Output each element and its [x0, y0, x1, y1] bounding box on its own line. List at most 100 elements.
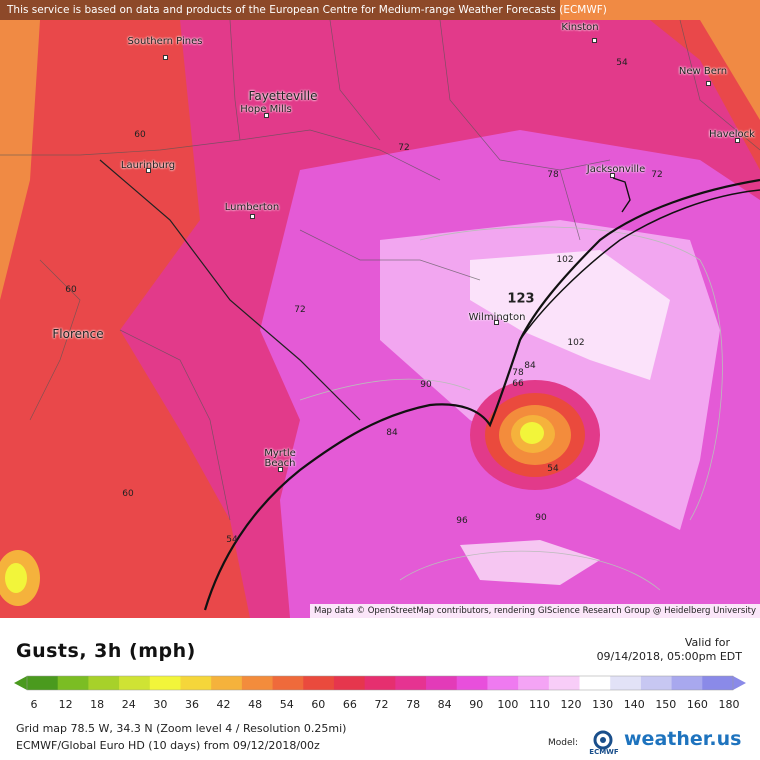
scale-swatch — [671, 676, 703, 690]
scale-swatch — [57, 676, 89, 690]
contour-label: 60 — [122, 489, 134, 499]
model-label: Model: — [548, 738, 579, 748]
scale-arrow-left — [14, 676, 27, 690]
city-label: Fayetteville — [248, 89, 318, 103]
contour-label: 78 — [512, 368, 524, 378]
contour-label: 90 — [535, 513, 547, 523]
city-label: Hope Mills — [240, 104, 292, 115]
scale-swatch — [333, 676, 366, 690]
city-label: Havelock — [709, 129, 755, 140]
city-marker — [163, 55, 168, 60]
eye-ring-30 — [520, 422, 544, 444]
weather-us-brand[interactable]: weather.us — [624, 728, 742, 750]
scale-swatch — [610, 676, 642, 690]
coastline — [203, 178, 760, 611]
contour-label: 54 — [616, 58, 628, 68]
new-river — [612, 177, 631, 213]
city-marker — [264, 113, 269, 118]
city-label: Jacksonville — [586, 164, 646, 175]
scale-swatch — [27, 676, 59, 690]
scale-tick-label: 30 — [153, 698, 168, 711]
scale-tick-label: 140 — [623, 698, 645, 711]
scale-tick-label: 42 — [216, 698, 231, 711]
contour-label: 54 — [547, 464, 559, 474]
scale-tick-label: 48 — [248, 698, 263, 711]
map-title: Gusts, 3h (mph) — [16, 640, 196, 662]
scale-tick-label: 18 — [90, 698, 105, 711]
contour-label: 72 — [651, 170, 663, 180]
scale-tick-label: 130 — [592, 698, 614, 711]
city-label: Florence — [52, 327, 104, 341]
contour-label: 72 — [398, 143, 410, 153]
contour-label: 102 — [556, 255, 574, 265]
scale-tick-label: 180 — [718, 698, 740, 711]
scale-swatch — [364, 676, 396, 690]
gust-field-110 — [470, 250, 670, 380]
city-marker — [610, 173, 615, 178]
barrier-island — [519, 189, 760, 341]
scale-swatch — [149, 676, 181, 690]
scale-swatch — [180, 676, 212, 690]
contour-label: 72 — [294, 305, 306, 315]
scale-swatch — [88, 676, 120, 690]
scale-swatch — [272, 676, 304, 690]
city-marker — [146, 168, 151, 173]
city-marker — [494, 320, 499, 325]
contour-lines — [299, 226, 723, 591]
contour-label: 60 — [134, 130, 146, 140]
state-border — [99, 159, 361, 421]
scale-tick-label: 120 — [560, 698, 582, 711]
gust-field-south — [460, 540, 600, 585]
scale-tick-label: 66 — [342, 698, 357, 711]
scale-swatch — [303, 676, 335, 690]
scale-tick-label: 24 — [121, 698, 136, 711]
scale-tick-label: 150 — [655, 698, 677, 711]
scale-tick-label: 100 — [497, 698, 519, 711]
valid-for-time: 09/14/2018, 05:00pm EDT — [596, 650, 742, 663]
scale-swatch — [241, 676, 274, 690]
contour-label: 102 — [567, 338, 585, 348]
city-label: New Bern — [678, 66, 728, 77]
scale-tick-label: 90 — [469, 698, 484, 711]
scale-swatch — [702, 676, 734, 690]
city-marker — [250, 214, 255, 219]
scale-outline — [26, 675, 734, 691]
scale-tick-label: 84 — [437, 698, 452, 711]
map-attribution[interactable]: Map data © OpenStreetMap contributors, r… — [310, 604, 760, 618]
scale-swatch — [579, 676, 611, 690]
scale-swatch — [640, 676, 673, 690]
contour-label: 60 — [65, 285, 77, 295]
city-label: Southern Pines — [127, 36, 203, 47]
scale-swatch — [518, 676, 550, 690]
forecast-map[interactable]: This service is based on data and produc… — [0, 0, 760, 618]
scale-tick-label: 160 — [686, 698, 708, 711]
scale-swatch — [426, 676, 458, 690]
map-canvas — [0, 0, 760, 618]
contour-label: 66 — [512, 379, 524, 389]
scale-tick-label: 110 — [528, 698, 550, 711]
contour-label: 90 — [420, 380, 432, 390]
ecmwf-disclaimer: This service is based on data and produc… — [0, 0, 607, 20]
scale-tick-label: 54 — [279, 698, 294, 711]
city-label: Kinston — [561, 22, 599, 33]
contour-label: 96 — [456, 516, 468, 526]
scale-tick-label: 12 — [58, 698, 73, 711]
scale-tick-label: 72 — [374, 698, 389, 711]
ecmwf-logo-icon[interactable] — [584, 730, 622, 754]
color-scale — [14, 675, 746, 691]
scale-arrow-right — [733, 676, 746, 690]
city-marker — [735, 138, 740, 143]
city-marker — [278, 467, 283, 472]
scale-tick-label: 36 — [184, 698, 199, 711]
scale-swatch — [456, 676, 488, 690]
sw-blob-core — [5, 563, 27, 593]
scale-tick-label: 6 — [30, 698, 38, 711]
city-label: Laurinburg — [120, 160, 176, 171]
city-marker — [592, 38, 597, 43]
scale-swatch — [395, 676, 427, 690]
city-marker — [706, 81, 711, 86]
city-label: Lumberton — [224, 202, 280, 213]
contour-label: 78 — [547, 170, 559, 180]
scale-tick-label: 78 — [406, 698, 421, 711]
contour-label: 123 — [507, 291, 535, 307]
